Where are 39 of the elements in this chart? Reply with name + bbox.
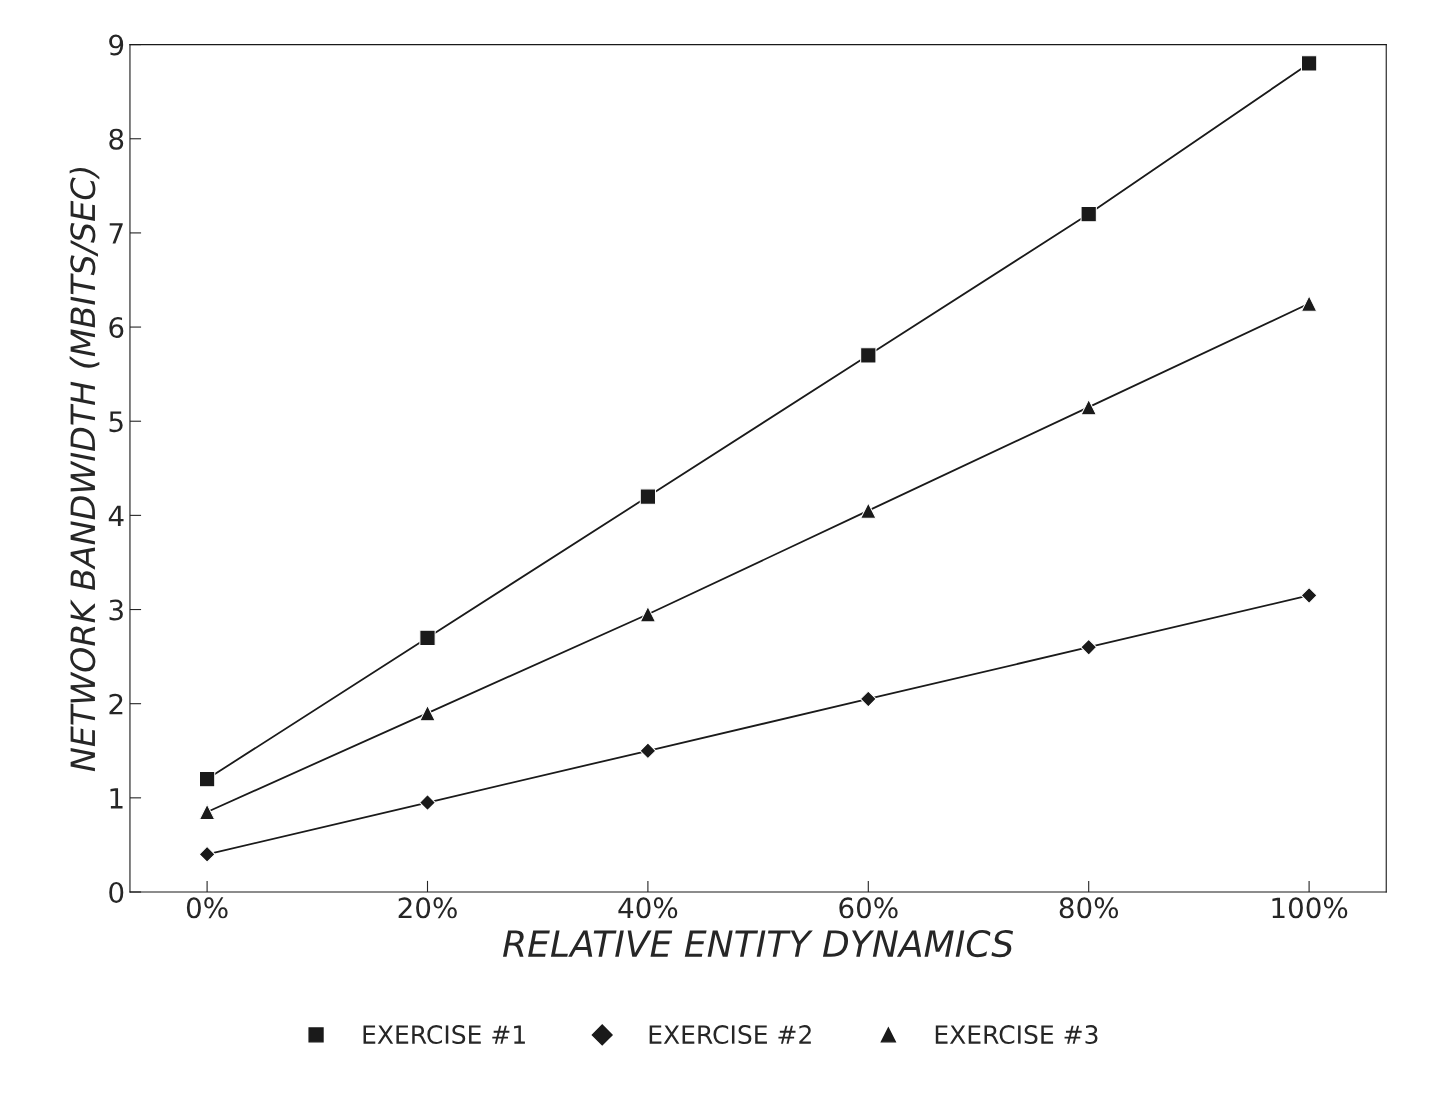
y-tick-label: 1 bbox=[110, 788, 123, 809]
point bbox=[198, 803, 216, 821]
x-tick-label: 100% bbox=[1272, 897, 1348, 919]
legend-label: EXERCISE #3 bbox=[935, 1025, 1098, 1045]
point bbox=[419, 704, 436, 722]
point bbox=[1300, 55, 1318, 72]
x-tick-label: 60% bbox=[839, 897, 898, 919]
point bbox=[639, 742, 657, 760]
point bbox=[639, 606, 657, 623]
legend-label: EXERCISE #1 bbox=[363, 1025, 525, 1045]
point bbox=[198, 845, 216, 863]
point bbox=[419, 629, 436, 646]
y-tick-label: 4 bbox=[108, 505, 124, 526]
point bbox=[860, 502, 877, 519]
x-tick-label: 80% bbox=[1059, 897, 1119, 919]
x-tick-label: 20% bbox=[398, 897, 457, 919]
y-tick-label: 6 bbox=[109, 317, 124, 339]
x-axis-title: RELATIVE ENTITY DYNAMICS bbox=[502, 929, 1014, 958]
point bbox=[1080, 205, 1097, 223]
y-tick-label: 3 bbox=[109, 599, 123, 621]
y-tick-label: 2 bbox=[109, 693, 123, 715]
point bbox=[419, 794, 436, 811]
point bbox=[639, 488, 657, 505]
point bbox=[1080, 398, 1097, 416]
point bbox=[860, 347, 877, 364]
y-tick-label: 9 bbox=[109, 34, 124, 56]
x-tick-label: 0% bbox=[186, 897, 228, 919]
x-tick-label: 40% bbox=[618, 897, 678, 919]
point bbox=[859, 690, 877, 708]
y-tick-label: 8 bbox=[109, 128, 124, 150]
point bbox=[198, 770, 216, 788]
y-tick-label: 0 bbox=[109, 881, 124, 903]
point bbox=[1300, 587, 1318, 604]
y-axis-title: NETWORK BANDWIDTH (MBITS/SEC) bbox=[69, 167, 100, 772]
y-tick-label: 5 bbox=[109, 411, 123, 433]
point bbox=[1300, 295, 1318, 312]
legend-label: EXERCISE #2 bbox=[649, 1025, 811, 1045]
point bbox=[1080, 638, 1098, 656]
y-tick-label: 7 bbox=[109, 223, 123, 244]
